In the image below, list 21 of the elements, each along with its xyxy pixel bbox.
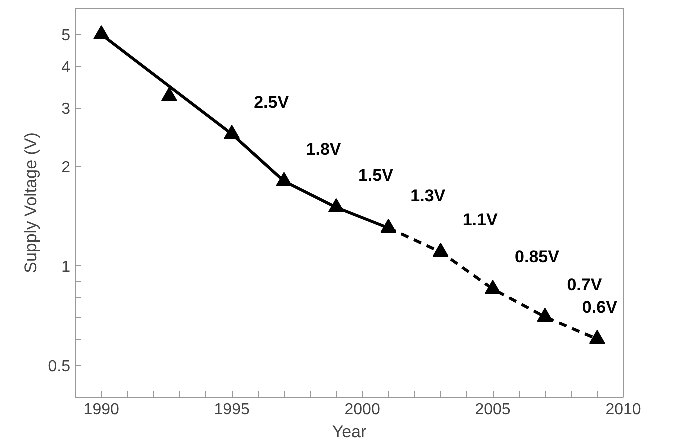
x-tick-label: 2000 [344,402,380,418]
y-axis-title: Supply Voltage (V) [21,132,40,274]
y-tick-label: 3 [62,101,71,118]
annotation: 0.6V [582,298,618,317]
annotation: 1.5V [358,166,394,186]
x-tick-label: 1990 [84,402,120,418]
annotation: 1.3V [410,186,446,206]
y-tick-label: 1 [62,258,71,276]
x-axis-title: Year [332,422,368,442]
x-tick-label: 2010 [606,402,642,418]
y-tick-label: 4 [62,60,71,77]
annotation: 1.1V [462,210,498,230]
y-tick-label: 5 [62,28,71,45]
y-tick-label: 2 [62,159,71,176]
annotation: 0.7V [567,276,603,295]
x-tick-label: 1995 [214,402,250,418]
annotation: 1.8V [306,140,342,159]
annotation: 0.85V [515,248,560,267]
x-tick-label: 2005 [475,402,511,418]
annotation: 2.5V [254,92,290,112]
y-tick-label: 0.5 [48,358,71,376]
